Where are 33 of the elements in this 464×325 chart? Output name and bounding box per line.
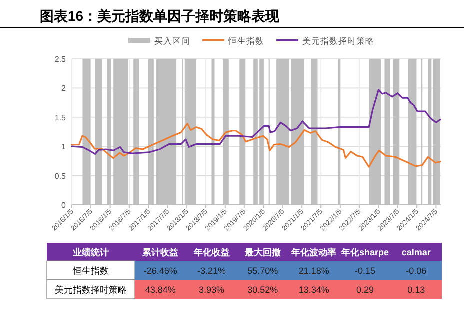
line-series xyxy=(71,123,442,168)
legend-label: 恒生指数 xyxy=(228,36,264,46)
category-label: 年化sharpe xyxy=(340,248,390,258)
y-tick-label: 1.5 xyxy=(54,113,67,122)
y-tick-label: 2 xyxy=(62,84,67,94)
data-label: 0.29 xyxy=(356,285,374,295)
data-label: -0.06 xyxy=(406,266,427,276)
data-label: -3.21% xyxy=(197,266,226,276)
data-label: -26.46% xyxy=(144,266,178,276)
data-label: 21.18% xyxy=(298,266,330,276)
legend-label: 买入区间 xyxy=(154,36,190,46)
y-tick-label: 1 xyxy=(62,142,67,152)
text: 业绩统计 xyxy=(72,248,109,258)
category-label: 年化波动率 xyxy=(290,248,337,258)
y-tick-label: 0 xyxy=(62,201,67,210)
y-tick-label: 0.5 xyxy=(54,172,67,181)
data-label: 43.84% xyxy=(145,285,176,295)
line-series xyxy=(71,89,442,155)
data-label: -0.15 xyxy=(354,266,376,276)
series-label: 美元指数择时策略 xyxy=(55,285,127,295)
data-label: 3.93% xyxy=(198,285,225,295)
data-label: 30.52% xyxy=(248,285,278,295)
data-label: 13.34% xyxy=(298,285,330,295)
data-label: 55.70% xyxy=(248,266,278,276)
text: 恒生指数 xyxy=(72,266,109,276)
category-label: 累计收益 xyxy=(142,248,179,258)
category-label: 年化收益 xyxy=(192,248,230,258)
category-label: 最大回撤 xyxy=(244,248,281,258)
data-label: 0.13 xyxy=(408,285,426,295)
legend-label: 美元指数择时策略 xyxy=(302,36,374,46)
y-tick-label: 2.5 xyxy=(54,55,67,64)
category-label: calmar xyxy=(402,248,432,258)
chart-title: 图表16：美元指数单因子择时策略表现 xyxy=(40,8,281,24)
